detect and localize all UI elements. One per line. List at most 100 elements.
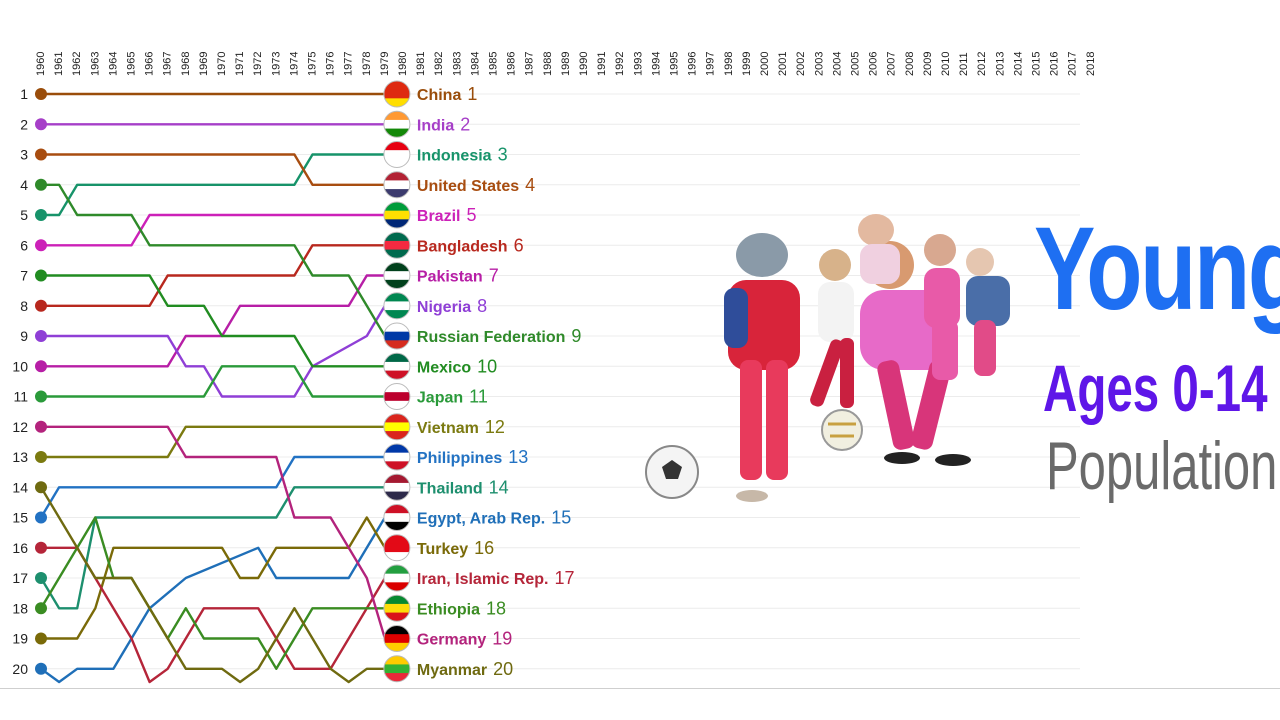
title-ages: Ages 0-14 [1043,351,1268,425]
flag-russian-federation [383,322,411,350]
start-dot-japan [35,390,47,403]
country-rank: 18 [486,598,506,618]
rank-label-14: 14 [12,479,28,495]
year-label-1994: 1994 [650,52,662,76]
year-label-2009: 2009 [922,52,934,76]
country-rank: 3 [498,145,508,165]
country-label-thailand: Thailand 14 [417,477,509,497]
country-rank: 16 [474,538,494,558]
year-label-1976: 1976 [325,52,337,76]
flag-mexico [383,352,411,380]
flag-myanmar [383,655,411,683]
country-label-bangladesh: Bangladesh 6 [417,235,524,255]
country-name: Bangladesh [417,238,508,255]
year-label-1960: 1960 [35,52,47,76]
series-lines [39,92,387,684]
year-label-1985: 1985 [488,52,500,76]
year-label-1997: 1997 [705,52,717,76]
year-label-1983: 1983 [451,52,463,76]
start-dot-philippines [35,511,47,524]
country-label-turkey: Turkey 16 [417,538,494,558]
rank-label-11: 11 [13,389,28,405]
country-name: Pakistan [417,269,483,286]
rank-label-3: 3 [20,147,28,163]
year-label-1962: 1962 [71,52,83,76]
country-label-germany: Germany 19 [417,629,512,649]
flag-nigeria [383,292,411,320]
year-label-2003: 2003 [813,52,825,76]
country-rank: 19 [492,629,512,649]
ball-right [821,409,863,451]
country-label-india: India 2 [417,114,470,134]
year-label-1980: 1980 [397,52,409,76]
start-dot-pakistan [35,360,47,373]
country-label-iran-islamic-rep: Iran, Islamic Rep. 17 [417,568,575,588]
rank-label-19: 19 [12,631,28,647]
country-rank: 7 [489,266,499,286]
country-rank: 6 [514,235,524,255]
country-rank: 2 [460,114,470,134]
year-label-1967: 1967 [162,52,174,76]
country-label-vietnam: Vietnam 12 [417,417,505,437]
year-label-1975: 1975 [307,52,319,76]
year-label-1986: 1986 [506,52,518,76]
start-dot-nigeria [35,330,47,342]
rank-label-7: 7 [20,268,28,284]
year-label-2000: 2000 [759,52,771,76]
country-label-myanmar: Myanmar 20 [417,659,513,679]
country-rank: 20 [493,659,513,679]
year-label-1982: 1982 [433,52,445,76]
country-name: United States [417,178,519,195]
flag-vietnam [383,413,411,441]
start-dot-china [35,88,47,100]
series-start-dots [35,88,47,675]
year-label-2006: 2006 [868,52,880,76]
year-label-2014: 2014 [1012,52,1024,76]
rank-label-4: 4 [20,177,28,193]
country-name: Indonesia [417,148,492,165]
year-label-1968: 1968 [180,52,192,76]
year-label-1987: 1987 [524,52,536,76]
series-line-indonesia [41,153,385,217]
flag-japan [383,383,411,410]
child-background-3 [924,234,960,380]
year-label-1964: 1964 [107,52,119,76]
ball-left [645,445,699,499]
year-label-1995: 1995 [669,52,681,76]
year-label-2017: 2017 [1067,52,1079,76]
year-label-1961: 1961 [53,52,65,76]
series-line-mexico [41,274,385,368]
year-label-2007: 2007 [886,52,898,76]
country-name: Mexico [417,359,471,376]
start-dot-iran-islamic-rep [35,541,47,554]
country-label-japan: Japan 11 [417,387,488,407]
flag-thailand [383,473,411,501]
rank-label-12: 12 [12,419,28,435]
year-label-1991: 1991 [596,52,608,76]
year-label-1990: 1990 [578,52,590,76]
year-label-1993: 1993 [632,52,644,76]
rank-label-13: 13 [12,449,28,465]
country-label-philippines: Philippines 13 [417,447,528,467]
start-dot-vietnam [35,451,47,463]
rank-label-5: 5 [20,207,28,223]
country-name: Iran, Islamic Rep. [417,571,549,588]
title-population: Population [1046,428,1278,504]
series-line-philippines [39,455,385,519]
year-label-1971: 1971 [234,52,246,76]
year-label-2002: 2002 [795,52,807,76]
year-label-2001: 2001 [777,52,789,76]
year-label-2015: 2015 [1031,52,1043,76]
country-name: Ethiopia [417,601,480,618]
year-label-1963: 1963 [89,52,101,76]
flag-iran-islamic-rep [383,564,411,592]
country-name: Thailand [417,480,483,497]
year-label-1966: 1966 [144,52,156,76]
year-label-1992: 1992 [614,52,626,76]
flag-indonesia [383,141,411,168]
rank-label-9: 9 [20,328,28,344]
country-label-ethiopia: Ethiopia 18 [417,598,506,618]
rank-label-6: 6 [20,237,28,253]
year-label-2011: 2011 [958,52,970,76]
